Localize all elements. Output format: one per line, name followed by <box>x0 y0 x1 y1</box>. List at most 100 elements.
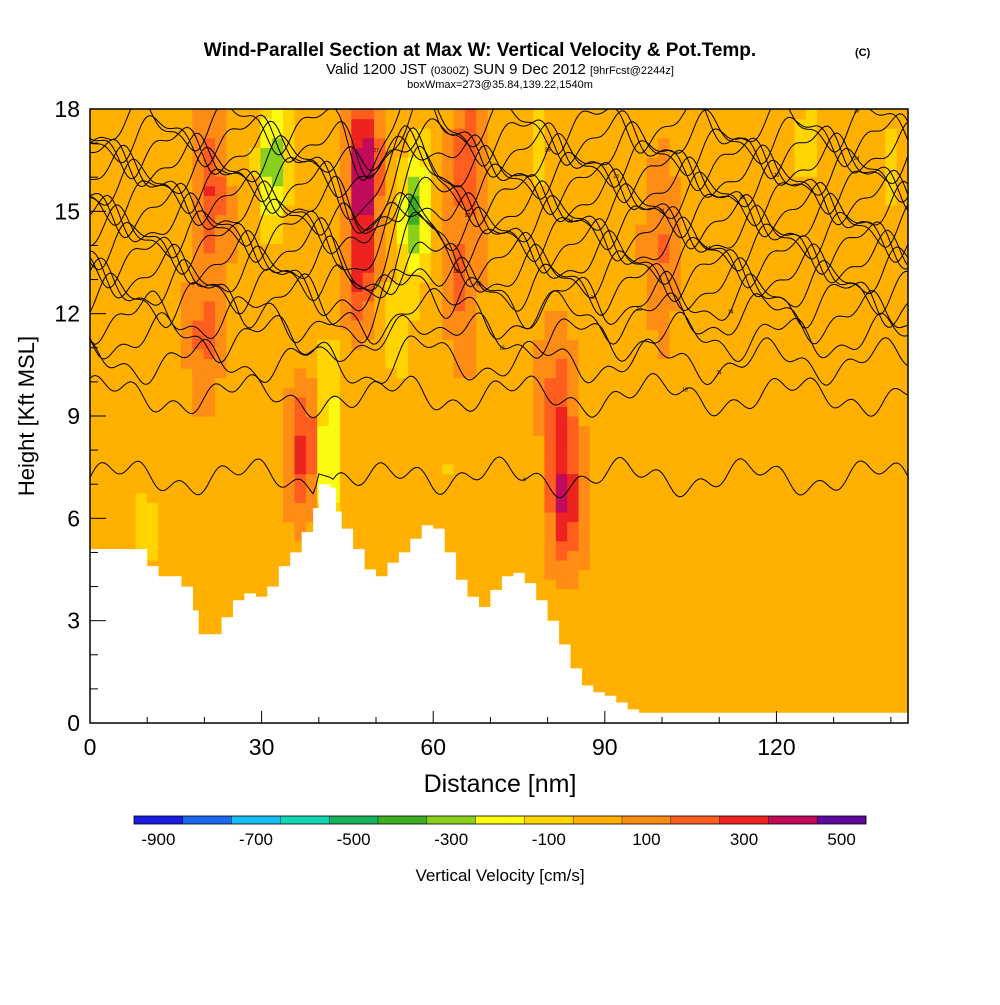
velocity-cell <box>567 291 580 302</box>
velocity-cell <box>203 483 216 494</box>
velocity-cell <box>146 262 159 273</box>
velocity-cell <box>726 473 739 484</box>
velocity-cell <box>828 425 841 436</box>
velocity-cell <box>249 463 262 475</box>
velocity-cell <box>487 156 500 168</box>
velocity-cell <box>90 252 102 264</box>
velocity-cell <box>817 492 830 503</box>
velocity-cell <box>237 118 250 129</box>
velocity-cell <box>362 204 375 216</box>
velocity-cell <box>851 252 864 264</box>
velocity-cell <box>146 156 159 168</box>
velocity-cell <box>839 224 852 235</box>
velocity-cell <box>237 281 250 292</box>
velocity-cell <box>646 473 659 484</box>
velocity-cell <box>612 204 625 216</box>
velocity-cell <box>112 252 125 264</box>
velocity-cell <box>180 329 193 340</box>
velocity-cell <box>135 204 148 216</box>
velocity-cell <box>283 233 296 244</box>
velocity-cell <box>226 521 239 532</box>
velocity-cell <box>692 492 705 503</box>
velocity-cell <box>555 540 568 551</box>
velocity-cell <box>783 483 795 494</box>
velocity-cell <box>726 214 739 225</box>
velocity-cell <box>555 310 568 321</box>
velocity-cell <box>851 185 864 196</box>
velocity-cell <box>771 224 784 235</box>
velocity-cell <box>374 444 386 455</box>
velocity-cell <box>612 550 625 561</box>
velocity-cell <box>646 185 659 196</box>
velocity-cell <box>589 252 602 264</box>
velocity-cell <box>851 156 864 168</box>
velocity-cell <box>533 396 546 407</box>
velocity-cell <box>680 329 693 340</box>
velocity-cell <box>646 377 659 388</box>
velocity-cell <box>771 416 784 427</box>
velocity-cell <box>726 665 739 676</box>
velocity-cell <box>499 483 511 494</box>
velocity-cell <box>385 444 398 455</box>
velocity-cell <box>112 176 125 187</box>
velocity-cell <box>533 579 546 590</box>
velocity-cell <box>510 252 523 264</box>
velocity-cell <box>362 291 375 302</box>
velocity-cell <box>873 387 886 398</box>
velocity-cell <box>351 156 364 168</box>
velocity-cell <box>396 147 409 158</box>
velocity-cell <box>283 511 296 523</box>
velocity-cell <box>124 502 137 513</box>
velocity-cell <box>680 406 693 417</box>
velocity-cell <box>680 607 693 619</box>
velocity-cell <box>589 425 602 436</box>
velocity-cell <box>828 166 841 177</box>
velocity-cell <box>442 425 455 436</box>
velocity-cell <box>873 569 886 580</box>
colorbar-swatch <box>573 816 623 824</box>
velocity-cell <box>294 521 307 532</box>
velocity-cell <box>385 243 398 254</box>
velocity-cell <box>214 521 227 532</box>
velocity-cell <box>680 387 693 398</box>
velocity-cell <box>578 416 591 427</box>
velocity-cell <box>794 118 807 129</box>
velocity-cell <box>90 531 102 542</box>
velocity-cell <box>124 463 137 475</box>
velocity-cell <box>885 204 898 216</box>
velocity-cell <box>692 368 705 379</box>
velocity-cell <box>214 348 227 360</box>
velocity-cell <box>748 646 761 657</box>
velocity-cell <box>112 320 125 331</box>
velocity-cell <box>635 128 648 139</box>
theta-contour <box>90 109 908 179</box>
velocity-cell <box>396 156 409 168</box>
velocity-cell <box>487 176 500 187</box>
velocity-cell <box>896 636 908 647</box>
velocity-cell <box>828 291 841 302</box>
velocity-cell <box>294 262 307 273</box>
velocity-cell <box>533 214 546 225</box>
velocity-cell <box>680 655 693 667</box>
velocity-cell <box>873 598 886 609</box>
velocity-cell <box>112 291 125 302</box>
velocity-cell <box>885 511 898 523</box>
velocity-cell <box>135 243 148 254</box>
velocity-cell <box>726 224 739 235</box>
velocity-cell <box>362 185 375 196</box>
velocity-cell <box>192 454 205 465</box>
velocity-cell <box>873 607 886 619</box>
velocity-cell <box>612 675 625 686</box>
velocity-cell <box>760 118 773 129</box>
velocity-cell <box>635 598 648 609</box>
velocity-cell <box>726 703 739 714</box>
velocity-cell <box>601 185 614 196</box>
velocity-cell <box>760 444 773 455</box>
velocity-cell <box>112 416 125 427</box>
velocity-cell <box>828 416 841 427</box>
velocity-cell <box>464 204 477 216</box>
velocity-cell <box>351 310 364 321</box>
velocity-cell <box>294 387 307 398</box>
velocity-cell <box>623 559 636 571</box>
velocity-cell <box>726 675 739 686</box>
